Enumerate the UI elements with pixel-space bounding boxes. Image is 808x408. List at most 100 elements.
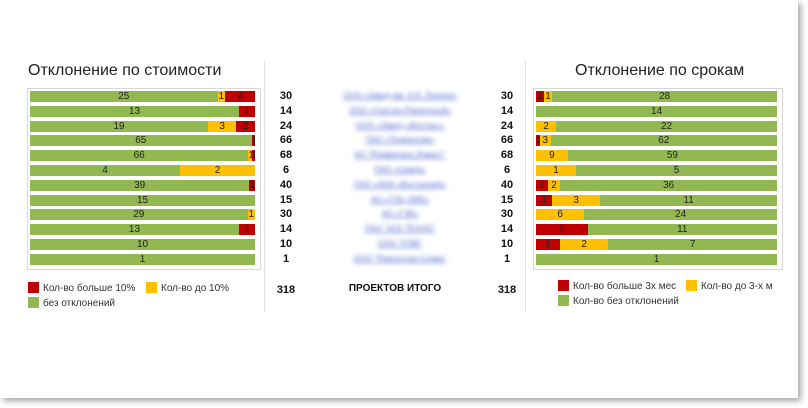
cost-legend-yellow-label: Кол-во до 10% [161,283,230,294]
schedule-legend-red: Кол-во больше 3х мес [558,280,676,292]
schedule-legend-red-label: Кол-во больше 3х мес [573,281,677,292]
yellow-swatch [686,280,697,291]
count-right-7: 40 [500,178,514,191]
schedule-bar-8-series-1: 1 [536,194,553,206]
schedule-bar-11-series-3: 7 [608,239,777,250]
schedule-bar-9-series-3: 24 [584,209,777,221]
cost-bar-1-series-3: 4 [225,91,255,102]
count-left-7: 40 [279,178,293,191]
project-link-6[interactable]: ПАО «Север» [374,165,426,174]
cost-bar-9-series-2: 1 [247,209,255,221]
cost-legend-red-label: Кол-во больше 10% [43,283,136,294]
cost-bar-3-series-2: 3 [208,120,237,132]
cost-bar-3-series-1: 19 [30,120,209,132]
red-swatch [28,282,39,293]
project-link-11[interactable]: ООО "РЭМ" [377,239,423,248]
schedule-bar-1-series-1: 1 [536,91,545,102]
cost-legend-red: Кол-во больше 10% [28,282,135,294]
count-right-3: 24 [500,119,514,132]
schedule-chart-title: Отклонение по срокам [575,62,745,79]
schedule-bar-2-series-3: 14 [536,105,777,117]
cost-bar-4-series-1: 65 [30,135,252,147]
schedule-bar-6-series-2: 1 [536,165,577,176]
cost-bar-5-series-2: 1 [248,150,252,162]
count-left-8: 15 [279,193,293,206]
count-right-9: 30 [500,208,514,221]
left-separator [264,60,265,312]
cost-bar-1-series-1: 25 [30,91,218,102]
project-link-9[interactable]: АО «ГЭК» [381,209,419,219]
projects-total-label: ПРОЕКТОВ ИТОГО [348,283,442,294]
count-left-2: 14 [279,104,293,117]
schedule-bar-7-series-2: 2 [548,179,561,191]
schedule-bar-8-series-3: 11 [600,194,777,206]
schedule-bar-3-series-3: 22 [556,120,777,132]
red-swatch [558,280,569,291]
schedule-bar-10-series-1: 3 [536,224,588,236]
count-right-4: 66 [500,134,514,147]
schedule-bar-12-series-3: 1 [536,253,777,265]
count-right-10: 14 [500,223,514,236]
green-swatch [28,297,39,308]
cost-legend-green: без отклонений [28,297,115,309]
count-left-12: 1 [282,252,290,265]
schedule-bar-4-series-1: 1 [536,135,540,147]
schedule-legend-green: Кол-во без отклонений [558,295,679,307]
cost-chart-title: Отклонение по стоимости [28,62,222,79]
count-right-5: 68 [500,149,514,162]
count-left-6: 6 [282,164,290,176]
cost-bar-1-series-2: 1 [217,91,225,102]
right-separator [525,60,526,312]
yellow-swatch [146,282,157,293]
cost-legend-green-label: без отклонений [43,298,116,309]
count-right-8: 15 [500,193,514,206]
schedule-bar-4-series-2: 3 [539,135,551,147]
count-left-3: 24 [279,119,293,132]
total-count-right: 318 [497,284,517,296]
count-left-11: 10 [279,238,293,250]
cost-bar-10-series-3: 1 [238,224,255,236]
count-left-5: 68 [279,149,293,162]
cost-bar-3-series-3: 2 [236,120,255,132]
project-link-1[interactable]: ООО «Завод им. Л.И. Ленина» [343,91,457,100]
schedule-bar-1-series-3: 28 [552,91,777,102]
schedule-legend-yellow-label: Кол-во до 3-х м [701,281,773,292]
schedule-bar-7-series-1: 2 [536,179,549,191]
project-link-2[interactable]: ООО «Газстан Ремонтный» [348,105,452,115]
project-link-5[interactable]: АО "Ремфинанс Инвест" [354,150,446,160]
project-link-4[interactable]: ПАО «Техмонтаж» [365,135,435,145]
count-right-6: 6 [503,164,511,176]
cost-bar-8-series-1: 15 [30,194,255,206]
project-link-12[interactable]: ООО "Ремонтная Слава" [353,253,447,263]
count-left-9: 30 [279,208,293,221]
schedule-bar-11-series-2: 2 [560,239,609,250]
schedule-bar-9-series-2: 6 [536,209,585,221]
count-right-11: 10 [500,238,514,250]
project-link-7[interactable]: ПАО «АКМ «Востокнеф» [353,179,447,189]
cost-bar-2-series-1: 13 [30,105,239,117]
cost-bar-4-series-3: 1 [251,135,255,147]
schedule-bar-11-series-1: 1 [536,239,561,250]
count-left-1: 30 [279,90,293,102]
count-right-1: 30 [500,90,514,102]
cost-bar-2-series-3: 1 [238,105,255,117]
project-link-10[interactable]: ПАО "АСК ТЕХНО" [364,224,436,234]
schedule-bar-1-series-2: 1 [544,91,553,102]
schedule-bar-5-series-2: 9 [536,150,568,162]
cost-bar-10-series-1: 13 [30,224,239,236]
project-link-8[interactable]: АО «ТЭЦ ХМБ» [370,194,430,204]
schedule-bar-7-series-3: 36 [560,179,777,191]
cost-bar-11-series-1: 10 [30,239,255,250]
cost-legend-yellow: Кол-во до 10% [146,282,229,294]
cost-bar-7-series-1: 39 [30,179,250,191]
project-link-3[interactable]: ООО «Завод «Восток»» [355,120,445,130]
schedule-bar-8-series-2: 3 [552,194,601,206]
schedule-bar-6-series-3: 5 [576,165,777,176]
count-right-2: 14 [500,104,514,117]
cost-bar-5-series-3: 1 [251,150,255,162]
count-left-10: 14 [279,223,293,236]
schedule-bar-5-series-3: 59 [567,150,777,162]
cost-bar-7-series-3: 1 [249,179,255,191]
schedule-bar-3-series-2: 2 [536,120,557,132]
schedule-legend-yellow: Кол-во до 3-х м [686,280,773,292]
